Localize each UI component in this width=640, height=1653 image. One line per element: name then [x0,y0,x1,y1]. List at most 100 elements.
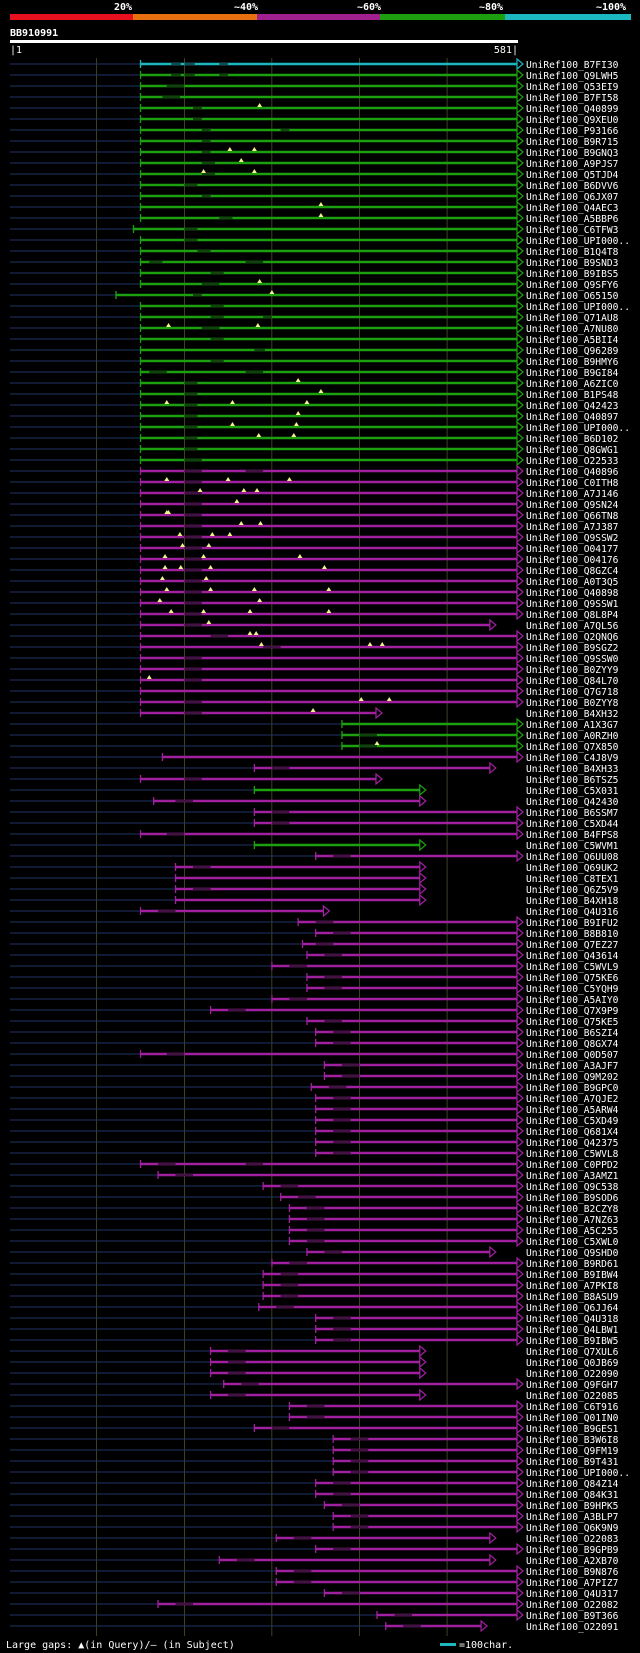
hit-label[interactable]: UniRef100_Q4U316 [526,907,619,918]
hit-label[interactable]: UniRef100_Q75KE6 [526,973,619,984]
hit-label[interactable]: UniRef100_C5XD49 [526,1116,619,1127]
hit-label[interactable]: UniRef100_Q7G718 [526,687,619,698]
hit-label[interactable]: UniRef100_B9GES1 [526,1424,619,1435]
hit-label[interactable]: UniRef100_O04177 [526,544,619,555]
hit-label[interactable]: UniRef100_A3AJF7 [526,1061,619,1072]
hit-label[interactable]: UniRef100_B0ZYY9 [526,665,619,676]
hit-label[interactable]: UniRef100_UPI000.. [526,302,630,313]
hit-label[interactable]: UniRef100_B9SGZ2 [526,643,618,654]
hit-label[interactable]: UniRef100_B4XH18 [526,896,619,907]
hit-label[interactable]: UniRef100_A3AMZ1 [526,1171,619,1182]
hit-label[interactable]: UniRef100_A7NZ63 [526,1215,619,1226]
hit-label[interactable]: UniRef100_A7J387 [526,522,619,533]
hit-label[interactable]: UniRef100_Q6JJ64 [526,1303,619,1314]
hit-label[interactable]: UniRef100_Q8GZC4 [526,566,619,577]
hit-label[interactable]: UniRef100_UPI000.. [526,236,630,247]
hit-label[interactable]: UniRef100_B9IBW5 [526,1336,618,1347]
hit-label[interactable]: UniRef100_C6TFW3 [526,225,619,236]
hit-label[interactable]: UniRef100_Q0D507 [526,1050,619,1061]
hit-label[interactable]: UniRef100_A6ZIC0 [526,379,619,390]
hit-label[interactable]: UniRef100_B9HPK5 [526,1501,618,1512]
hit-label[interactable]: UniRef100_A7PKI8 [526,1281,619,1292]
hit-label[interactable]: UniRef100_A7QJE2 [526,1094,618,1105]
hit-label[interactable]: UniRef100_B9GPC0 [526,1083,619,1094]
hit-label[interactable]: UniRef100_Q66TN8 [526,511,619,522]
hit-label[interactable]: UniRef100_Q84K31 [526,1490,619,1501]
hit-label[interactable]: UniRef100_Q40898 [526,588,619,599]
hit-label[interactable]: UniRef100_B4FPS8 [526,830,619,841]
hit-label[interactable]: UniRef100_Q84Z14 [526,1479,619,1490]
hit-label[interactable]: UniRef100_A5BBP6 [526,214,619,225]
hit-label[interactable]: UniRef100_B4XH33 [526,764,619,775]
hit-label[interactable]: UniRef100_Q5TJD4 [526,170,619,181]
hit-label[interactable]: UniRef100_Q9SSW2 [526,533,618,544]
hit-label[interactable]: UniRef100_A7NU80 [526,324,619,335]
hit-label[interactable]: UniRef100_B9GNQ3 [526,148,619,159]
hit-label[interactable]: UniRef100_Q4U318 [526,1314,619,1325]
hit-label[interactable]: UniRef100_Q7EZ27 [526,940,619,951]
hit-label[interactable]: UniRef100_Q8L8P4 [526,610,619,621]
hit-label[interactable]: UniRef100_Q6Z5V9 [526,885,619,896]
hit-label[interactable]: UniRef100_Q9SN24 [526,500,619,511]
hit-label[interactable]: UniRef100_Q4AEC3 [526,203,619,214]
hit-label[interactable]: UniRef100_B9N876 [526,1567,619,1578]
hit-label[interactable]: UniRef100_O04176 [526,555,619,566]
hit-label[interactable]: UniRef100_Q42430 [526,797,619,808]
hit-label[interactable]: UniRef100_B9IBW4 [526,1270,619,1281]
hit-label[interactable]: UniRef100_Q7XUL6 [526,1347,619,1358]
hit-label[interactable]: UniRef100_A5C255 [526,1226,618,1237]
hit-label[interactable]: UniRef100_B8ASU9 [526,1292,619,1303]
hit-label[interactable]: UniRef100_A9PJS7 [526,159,619,170]
hit-label[interactable]: UniRef100_Q7X9P9 [526,1006,619,1017]
hit-label[interactable]: UniRef100_A7QL56 [526,621,619,632]
hit-label[interactable]: UniRef100_C5X031 [526,786,619,797]
hit-label[interactable]: UniRef100_Q8GWG1 [526,445,619,456]
hit-label[interactable]: UniRef100_Q9SFY6 [526,280,619,291]
hit-label[interactable]: UniRef100_Q681X4 [526,1127,619,1138]
hit-label[interactable]: UniRef100_B9T366 [526,1611,619,1622]
hit-label[interactable]: UniRef100_Q96289 [526,346,619,357]
hit-label[interactable]: UniRef100_C4J8V9 [526,753,619,764]
hit-label[interactable]: UniRef100_A3BLP7 [526,1512,619,1523]
hit-label[interactable]: UniRef100_C5XWL0 [526,1237,619,1248]
hit-label[interactable]: UniRef100_B1PS48 [526,390,619,401]
hit-label[interactable]: UniRef100_B1Q4T8 [526,247,619,258]
hit-label[interactable]: UniRef100_B6SZI4 [526,1028,619,1039]
hit-label[interactable]: UniRef100_B9T431 [526,1457,619,1468]
hit-label[interactable]: UniRef100_Q9XEU0 [526,115,619,126]
hit-label[interactable]: UniRef100_Q2QNQ6 [526,632,619,643]
hit-label[interactable]: UniRef100_B9GI84 [526,368,619,379]
hit-label[interactable]: UniRef100_Q40896 [526,467,619,478]
hit-label[interactable]: UniRef100_Q9SSW0 [526,654,619,665]
hit-label[interactable]: UniRef100_A5AIY0 [526,995,619,1006]
hit-label[interactable]: UniRef100_Q9C538 [526,1182,619,1193]
hit-label[interactable]: UniRef100_O22090 [526,1369,619,1380]
hit-label[interactable]: UniRef100_Q9SHD0 [526,1248,619,1259]
hit-label[interactable]: UniRef100_C5YQH9 [526,984,619,995]
hit-label[interactable]: UniRef100_B9SND3 [526,258,619,269]
hit-label[interactable]: UniRef100_B2CZY8 [526,1204,619,1215]
hit-label[interactable]: UniRef100_Q40897 [526,412,619,423]
hit-label[interactable]: UniRef100_Q9SSW1 [526,599,619,610]
hit-label[interactable]: UniRef100_Q53EI9 [526,82,619,93]
hit-label[interactable]: UniRef100_Q75KE5 [526,1017,618,1028]
hit-label[interactable]: UniRef100_B6TSZ5 [526,775,618,786]
hit-label[interactable]: UniRef100_Q6K9N9 [526,1523,619,1534]
hit-label[interactable]: UniRef100_C5WVL8 [526,1149,619,1160]
hit-label[interactable]: UniRef100_B6D102 [526,434,618,445]
hit-label[interactable]: UniRef100_Q6JX07 [526,192,619,203]
hit-label[interactable]: UniRef100_B9HMY6 [526,357,619,368]
hit-label[interactable]: UniRef100_Q7X850 [526,742,619,753]
hit-label[interactable]: UniRef100_B9SOD6 [526,1193,619,1204]
hit-label[interactable]: UniRef100_A2XB70 [526,1556,619,1567]
hit-label[interactable]: UniRef100_B8B810 [526,929,619,940]
hit-label[interactable]: UniRef100_Q9FGH7 [526,1380,619,1391]
hit-label[interactable]: UniRef100_C0PPD2 [526,1160,618,1171]
hit-label[interactable]: UniRef100_Q4U317 [526,1589,619,1600]
hit-label[interactable]: UniRef100_C8TEX1 [526,874,619,885]
hit-label[interactable]: UniRef100_Q01IN0 [526,1413,619,1424]
hit-label[interactable]: UniRef100_Q8GX74 [526,1039,619,1050]
hit-label[interactable]: UniRef100_C5XD44 [526,819,619,830]
hit-label[interactable]: UniRef100_B9GPB9 [526,1545,619,1556]
hit-label[interactable]: UniRef100_Q6UU08 [526,852,619,863]
